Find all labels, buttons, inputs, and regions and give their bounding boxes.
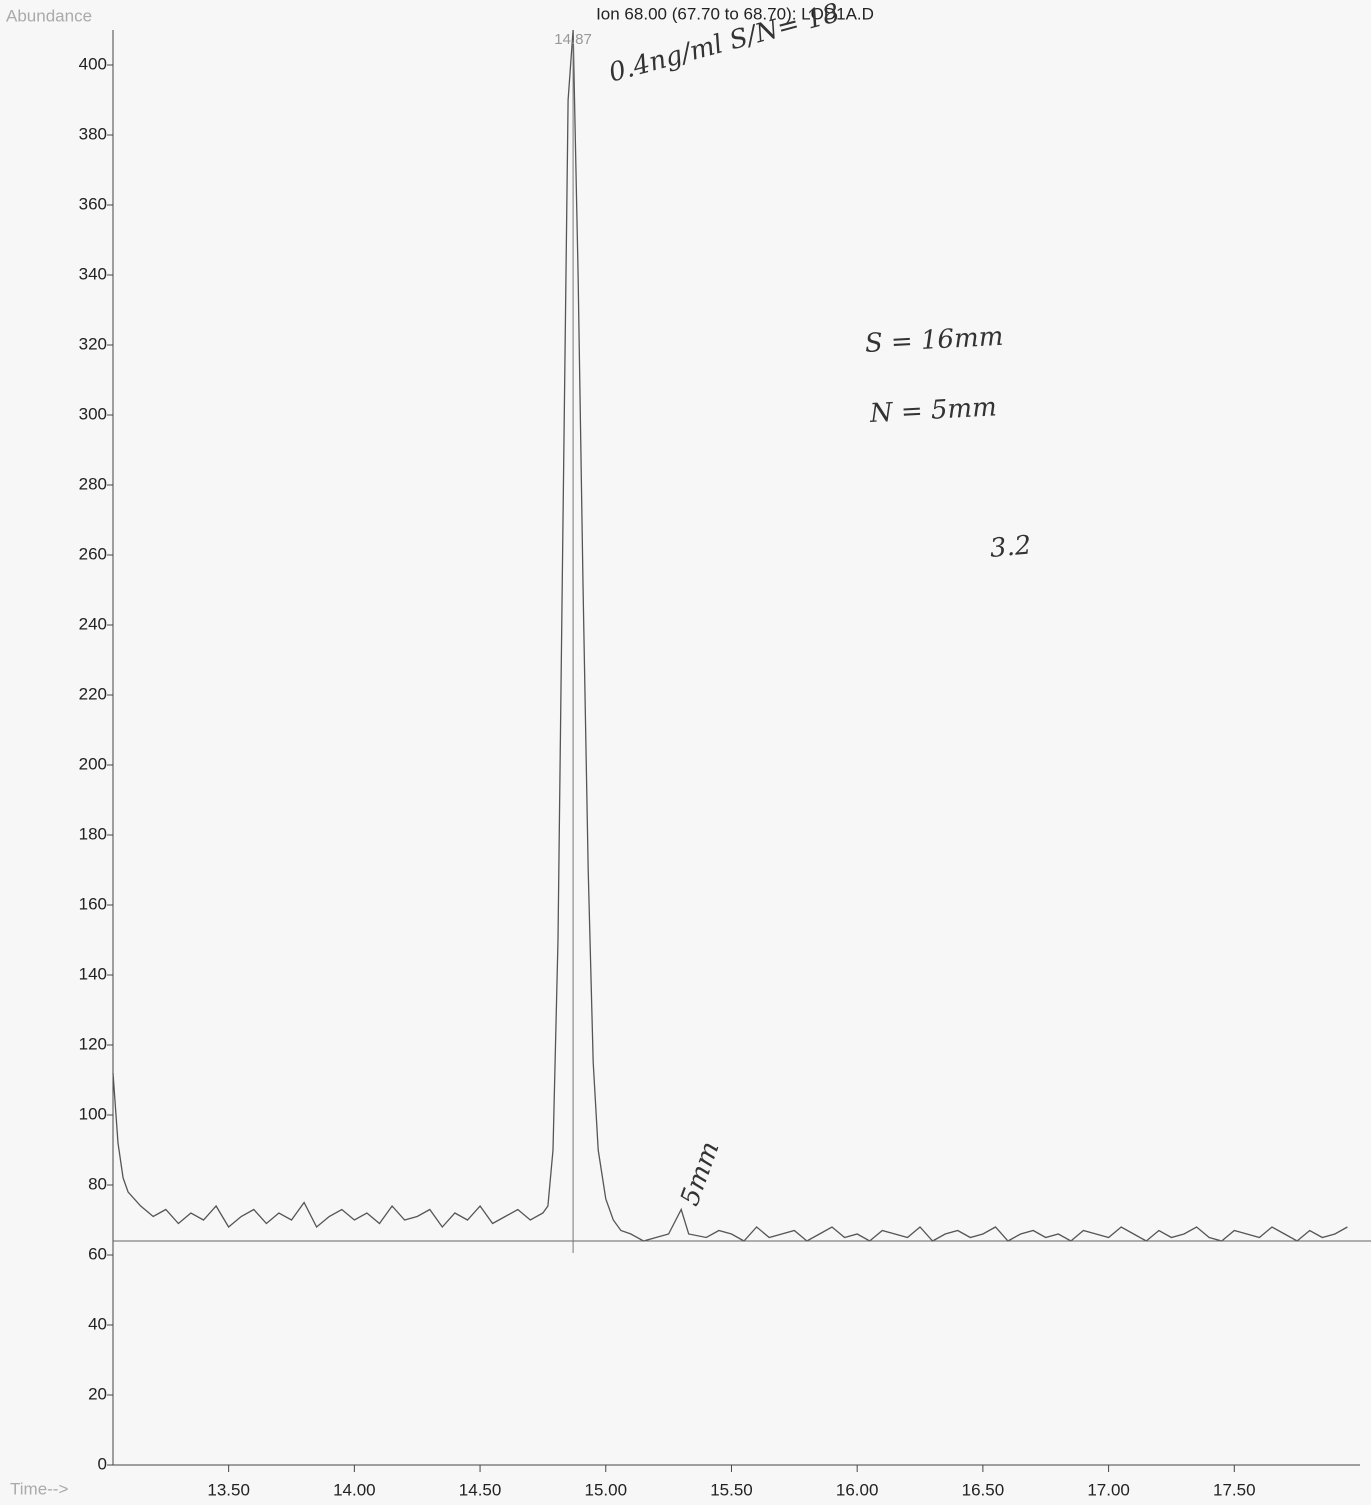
y-tick-label: 360 (79, 194, 107, 213)
y-tick-label: 200 (79, 754, 107, 773)
x-tick-label: 17.00 (1087, 1480, 1130, 1499)
x-tick-label: 16.50 (962, 1480, 1005, 1499)
y-tick-label: 40 (88, 1314, 107, 1333)
peak-label: 14.87 (554, 31, 592, 48)
x-axis-label: Time--> (10, 1479, 68, 1498)
handwritten-note: N = 5mm (868, 392, 997, 429)
handwritten-note: 3.2 (989, 530, 1033, 563)
y-tick-label: 220 (79, 684, 107, 703)
x-tick-label: 15.50 (710, 1480, 753, 1499)
x-tick-label: 17.50 (1213, 1480, 1256, 1499)
y-tick-label: 100 (79, 1104, 107, 1123)
y-tick-label: 80 (88, 1174, 107, 1193)
y-tick-label: 180 (79, 824, 107, 843)
chromatogram-trace (112, 29, 1348, 1242)
y-tick-label: 60 (88, 1244, 107, 1263)
x-tick-label: 16.00 (836, 1480, 879, 1499)
y-tick-label: 340 (79, 264, 107, 283)
y-tick-label: 300 (79, 404, 107, 423)
y-tick-label: 400 (79, 54, 107, 73)
x-tick-label: 15.00 (584, 1480, 627, 1499)
y-tick-label: 380 (79, 124, 107, 143)
y-axis-label: Abundance (6, 6, 92, 25)
chart-title: Ion 68.00 (67.70 to 68.70): LOD1A.D (596, 4, 874, 23)
y-tick-label: 120 (79, 1034, 107, 1053)
x-tick-label: 14.00 (333, 1480, 376, 1499)
y-tick-label: 240 (79, 614, 107, 633)
x-tick-label: 13.50 (207, 1480, 250, 1499)
y-tick-label: 160 (79, 894, 107, 913)
y-tick-label: 0 (98, 1454, 107, 1473)
x-tick-label: 14.50 (459, 1480, 502, 1499)
y-tick-label: 20 (88, 1384, 107, 1403)
y-tick-label: 260 (79, 544, 107, 563)
y-tick-label: 320 (79, 334, 107, 353)
y-tick-label: 140 (79, 964, 107, 983)
y-tick-label: 280 (79, 474, 107, 493)
handwritten-note: S = 16mm (864, 322, 1004, 359)
